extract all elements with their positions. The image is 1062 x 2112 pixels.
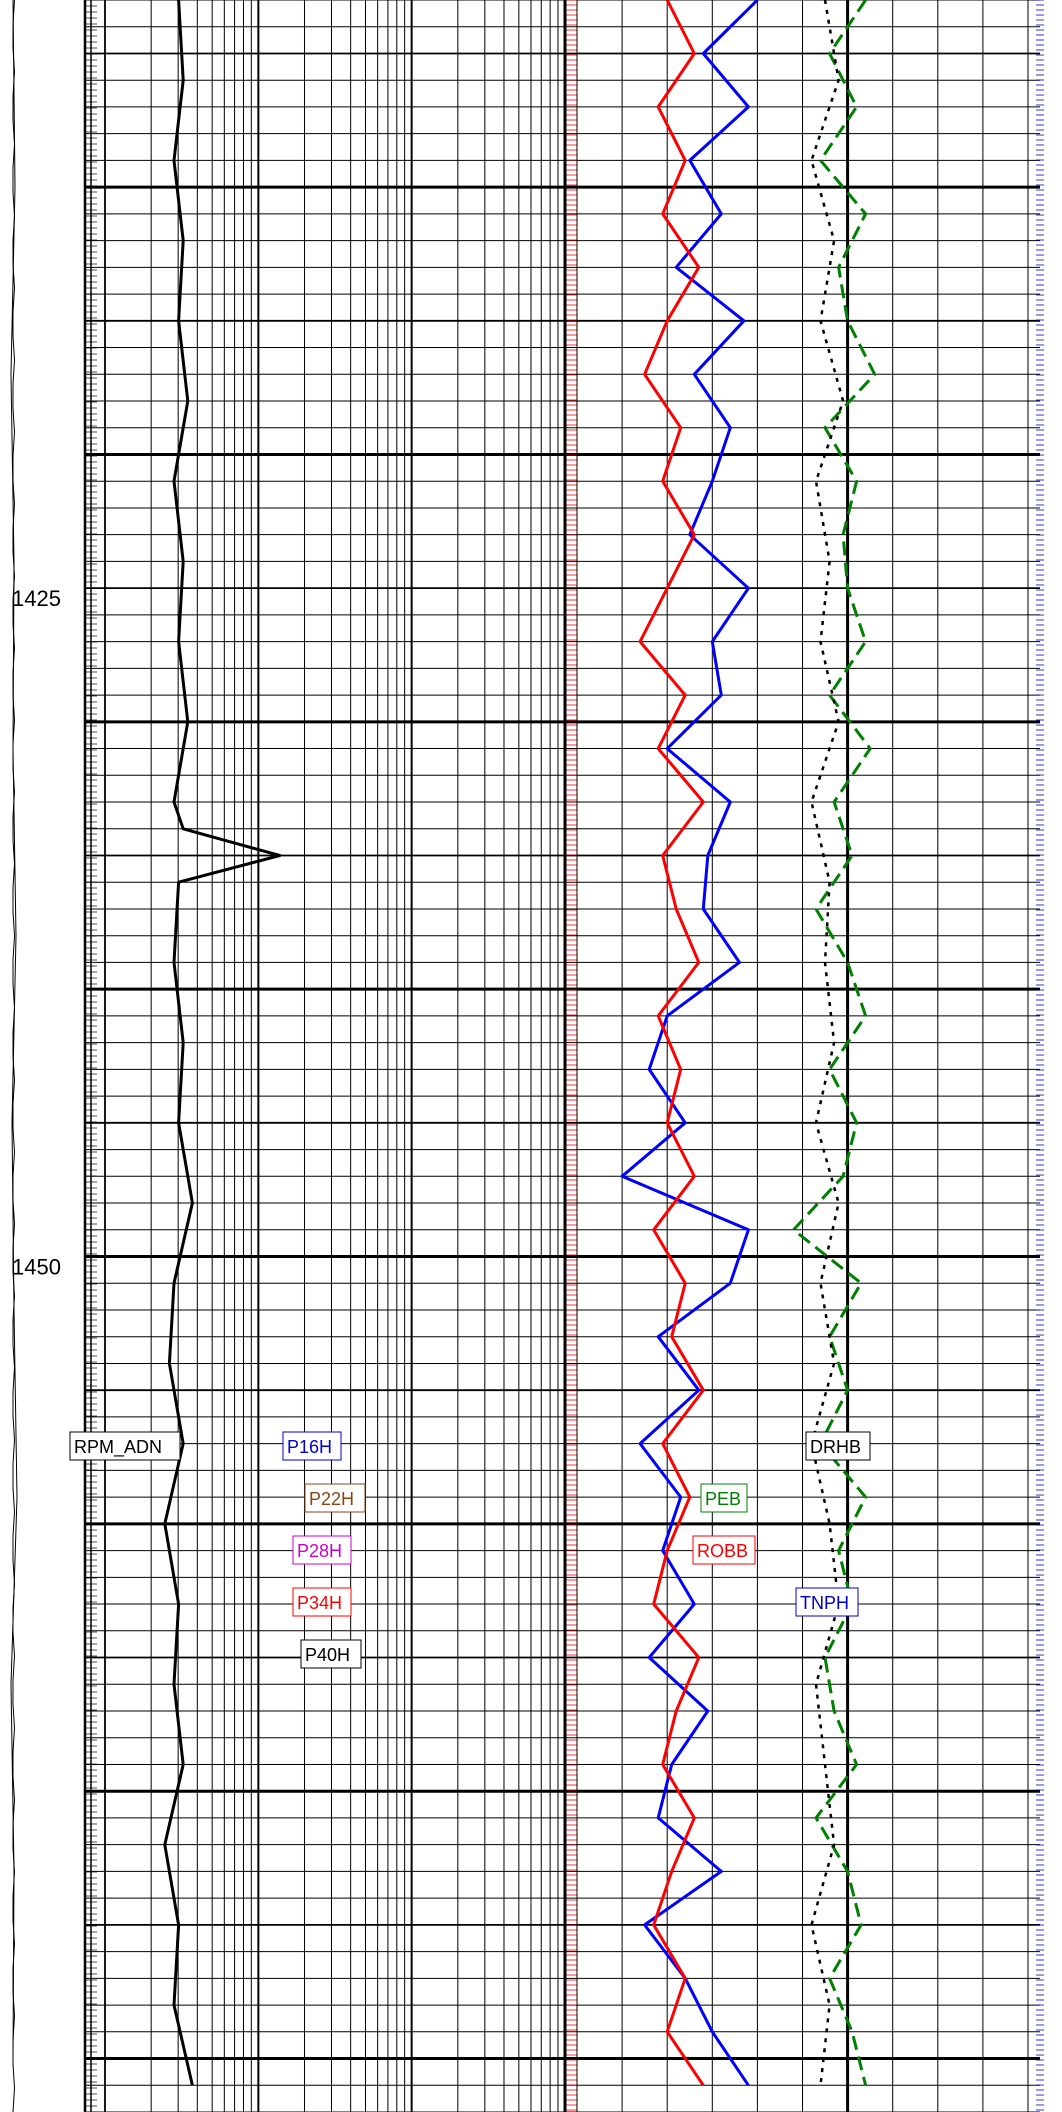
log-grid	[12, 0, 1044, 2112]
curve-label-text: P34H	[297, 1593, 342, 1613]
curve-label-box	[282, 1431, 342, 1461]
curve-label-tnph: TNPH	[795, 1587, 859, 1617]
curve-label-rpm_adn: RPM_ADN	[69, 1431, 181, 1461]
curve-label-text: PEB	[705, 1489, 741, 1509]
curve-drhb	[810, 0, 845, 2086]
curve-label-text: P16H	[287, 1437, 332, 1457]
curve-peb	[792, 0, 877, 2086]
curve-labels: RPM_ADN P16H P22H P28H P34H P40H DRHB PEB ROBB TN…	[69, 1431, 871, 1669]
curve-label-box	[300, 1639, 362, 1669]
curve-label-p40h: P40H	[300, 1639, 362, 1669]
curve-label-box	[805, 1431, 871, 1461]
curve-label-robb: ROBB	[692, 1535, 756, 1565]
curve-label-box	[700, 1483, 748, 1513]
curve-label-text: ROBB	[697, 1541, 748, 1561]
curve-robb	[638, 0, 705, 2087]
curve-label-box	[795, 1587, 859, 1617]
curve-label-text: P28H	[297, 1541, 342, 1561]
curve-label-p34h: P34H	[292, 1587, 352, 1617]
curve-label-drhb: DRHB	[805, 1431, 871, 1461]
curve-label-p16h: P16H	[282, 1431, 342, 1461]
depth-labels: 1425 1450	[12, 586, 61, 1279]
log-curves	[10, 0, 877, 2087]
curve-label-box	[292, 1587, 352, 1617]
curve-label-p28h: P28H	[292, 1535, 352, 1565]
curve-label-text: P40H	[305, 1645, 350, 1665]
depth-label-1450: 1450	[12, 1255, 61, 1280]
curve-label-box	[692, 1535, 756, 1565]
curve-label-text: DRHB	[810, 1437, 861, 1457]
curve-p40h	[163, 0, 282, 2086]
curve-label-peb: PEB	[700, 1483, 748, 1513]
curve-label-text: P22H	[309, 1489, 354, 1509]
curve-label-text: RPM_ADN	[74, 1437, 162, 1458]
curve-tnph	[620, 0, 759, 2087]
curve-label-text: TNPH	[800, 1593, 849, 1613]
curve-label-box	[304, 1483, 366, 1513]
depth-label-1425: 1425	[12, 586, 61, 611]
curve-rpm_adn	[10, 0, 18, 2059]
curve-label-box	[69, 1431, 181, 1461]
curve-label-p22h: P22H	[304, 1483, 366, 1513]
curve-label-box	[292, 1535, 352, 1565]
